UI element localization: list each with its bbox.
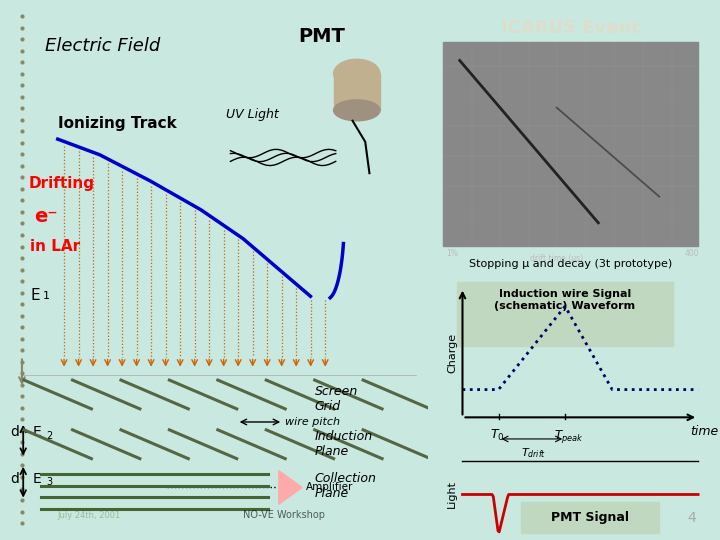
Text: Light: Light [447,481,457,509]
Text: Drifting: Drifting [28,176,94,191]
Text: PMT Signal: PMT Signal [551,511,629,524]
Text: July 24th, 2001: July 24th, 2001 [58,511,121,520]
Text: NO-VE Workshop: NO-VE Workshop [243,510,325,520]
Text: Charge: Charge [447,333,457,373]
Ellipse shape [333,100,380,121]
Text: E: E [30,288,40,303]
Bar [333,73,380,110]
Text: 4: 4 [687,511,696,525]
Bar [457,281,673,346]
Text: ICARUS Event: ICARUS Event [501,18,640,37]
Text: 400: 400 [684,248,699,258]
Text: Induction
Plane: Induction Plane [315,430,373,458]
Text: d: d [11,426,19,440]
Text: d: d [11,471,19,485]
Text: Electric Field: Electric Field [45,37,161,55]
Text: $T_0$: $T_0$ [490,428,505,443]
Text: E: E [32,426,41,440]
Text: 1: 1 [43,291,50,301]
Text: 2: 2 [46,431,53,441]
Text: $T_{peak}$: $T_{peak}$ [554,428,583,445]
Text: PMT: PMT [298,26,345,45]
Text: UV Light: UV Light [226,107,279,121]
Text: Amplifier: Amplifier [306,482,354,492]
Polygon shape [279,471,302,504]
Ellipse shape [333,59,380,88]
Text: E: E [32,471,41,485]
Text: drift time (μs): drift time (μs) [530,254,583,263]
Text: wire pitch: wire pitch [285,417,340,427]
Text: in LAr: in LAr [30,239,81,254]
Text: Collection
Plane: Collection Plane [315,472,377,500]
Text: Stopping μ and decay (3t prototype): Stopping μ and decay (3t prototype) [469,259,672,269]
Text: $T_{drift}$: $T_{drift}$ [521,447,546,461]
Text: Induction wire Signal
(schematic) Waveform: Induction wire Signal (schematic) Wavefo… [495,289,636,311]
Bar [521,502,660,533]
Text: 1%: 1% [446,248,458,258]
Text: Screen
Grid: Screen Grid [315,386,358,413]
Bar [443,42,698,246]
Text: Ionizing Track: Ionizing Track [58,116,176,131]
Text: 3: 3 [46,477,53,487]
Text: e⁻: e⁻ [35,207,58,226]
Text: time: time [690,425,718,438]
